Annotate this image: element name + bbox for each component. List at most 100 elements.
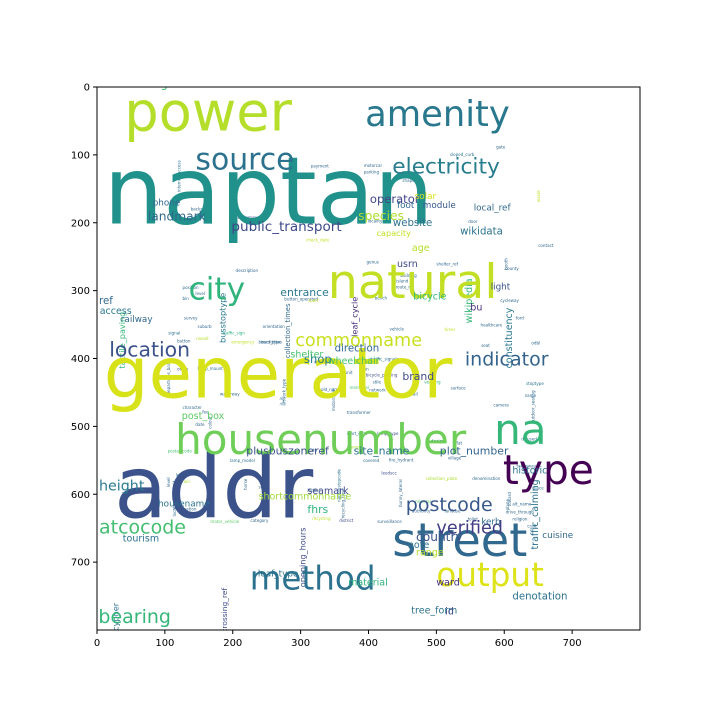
- word-na: na: [494, 405, 546, 454]
- word-small-office: office: [177, 367, 189, 372]
- word-post-box: post_box: [182, 411, 225, 422]
- word-small-drive-through: drive_through: [506, 510, 535, 515]
- word-small-shelter-ref: shelter_ref: [436, 261, 458, 266]
- word-small-leisure: leisure: [176, 472, 190, 477]
- word-small-island: island: [396, 278, 408, 283]
- word-location: location: [109, 338, 190, 362]
- word-small-orientation: orientation: [263, 324, 286, 329]
- word-public-transport: public_transport: [231, 219, 341, 235]
- word-usrn: usrn: [397, 259, 418, 270]
- word-small-old-name: old_name: [321, 387, 341, 392]
- word-power: power: [124, 80, 292, 143]
- word-amenity: amenity: [365, 94, 510, 135]
- word-small-vertical-is-in: is_in: [279, 396, 284, 405]
- word-small-traffic-sign: traffic_sign: [223, 331, 246, 336]
- word-vertical-opening-hours: opening_hours: [298, 528, 308, 588]
- word-small-vertical-outdoor-seating: outdoor_seating: [531, 390, 536, 423]
- word-age: age: [412, 243, 430, 254]
- word-small-locality: locality: [368, 219, 383, 224]
- word-capacity: capacity: [377, 228, 411, 238]
- word-small-fee: fee: [202, 409, 209, 414]
- y-tick-label: 100: [71, 150, 90, 161]
- word-small-en: en: [364, 367, 369, 372]
- word-small-camera: camera: [493, 403, 509, 408]
- word-small-route-ref: route_ref: [396, 284, 415, 289]
- word-light: light: [491, 282, 511, 292]
- word-commonname: commonname: [295, 331, 422, 351]
- word-small-shape: shape: [402, 178, 415, 183]
- word-small-vertical-local-authority-id: local_authority_id: [172, 480, 177, 516]
- word-kerb: kerb: [481, 517, 501, 527]
- word-bu: bu: [470, 303, 482, 314]
- word-vertical-leaf-cycle: leaf_cycle: [349, 297, 359, 337]
- y-tick-label: 200: [71, 218, 90, 229]
- word-small-place: place: [533, 485, 544, 490]
- y-tick-label: 500: [71, 422, 90, 433]
- word-small-county: county: [505, 266, 519, 271]
- word-small-board-type: board_type: [259, 339, 282, 344]
- word-cuisine: cuisine: [542, 531, 573, 541]
- word-historic: historic: [512, 466, 547, 477]
- word-small-door: door: [468, 219, 478, 224]
- word-plusbuszoneref: plusbuszoneref: [246, 445, 330, 458]
- word-small-lamp-model: lamp_model: [230, 458, 255, 463]
- word-small-authority: authority: [412, 508, 431, 513]
- word-small-suburb: suburb: [198, 324, 213, 329]
- word-module: module: [423, 201, 456, 211]
- word-seamark: seamark: [307, 486, 349, 497]
- word-small-payment: payment: [311, 164, 330, 169]
- x-tick-label: 600: [495, 638, 514, 649]
- word-vertical-royal-cypher: royal_cypher: [110, 602, 120, 655]
- word-small-lamp-mount: lamp_mount: [198, 366, 224, 371]
- word-small-train: train: [181, 479, 191, 484]
- word-vertical-collection-times: collection_times: [284, 303, 292, 358]
- word-site-name: site_name: [354, 445, 410, 458]
- word-vertical-crossing-ref: crossing_ref: [220, 588, 229, 633]
- word-small-transformer: transformer: [347, 410, 371, 415]
- word-type: type: [503, 446, 594, 494]
- word-ward: ward: [436, 578, 459, 589]
- word-small-vertical-recycling-type: recycling_type: [341, 488, 346, 518]
- word-small-unit: unit: [345, 370, 353, 375]
- word-small-vertical-horse: horse: [243, 478, 248, 490]
- word-small-seat: seat: [481, 343, 490, 348]
- word-addr: addr: [114, 438, 314, 539]
- word-small-surveillance: surveillance: [377, 519, 402, 524]
- word-small-level: level: [195, 291, 205, 296]
- word-vertical-traffic-calming: traffic_calming: [530, 479, 541, 549]
- word-small-vertical-plane: plane: [505, 499, 510, 511]
- word-small-sport: sport: [308, 298, 319, 303]
- word-small-signal: signal: [168, 331, 180, 336]
- word-atcocode: atcocode: [99, 517, 186, 539]
- word-fhrs: fhrs: [307, 503, 328, 516]
- word-note: note: [408, 540, 430, 551]
- word-small-date: date: [195, 422, 205, 427]
- word-small-backrest: backrest: [191, 206, 209, 211]
- word-small-waterway: waterway: [220, 392, 240, 397]
- word-small-building: building: [400, 273, 417, 278]
- x-tick-label: 100: [155, 638, 174, 649]
- x-tick-label: 200: [223, 638, 242, 649]
- y-tick-label: 300: [71, 286, 90, 297]
- word-small-category: category: [250, 518, 269, 523]
- x-tick-label: 400: [359, 638, 378, 649]
- word-small-motor-vehicle: motor_vehicle: [210, 519, 239, 524]
- word-small-mineral: mineral: [415, 499, 430, 504]
- word-small-network: network: [369, 388, 386, 393]
- word-ref: ref: [99, 296, 113, 307]
- word-small-gate: gate: [496, 145, 506, 150]
- word-small-traffic-signals: traffic_signals: [371, 356, 399, 361]
- word-vertical-busstoptype: busstoptype: [218, 293, 228, 343]
- word-denotation: denotation: [512, 592, 567, 603]
- word-small-indoor: indoor: [307, 488, 320, 493]
- word-bicycle: bicycle: [413, 292, 446, 303]
- word-small-description: description: [236, 268, 259, 273]
- word-small-village: village: [448, 455, 462, 460]
- word-small-landuse: landuse: [445, 508, 461, 513]
- y-tick-label: 600: [71, 490, 90, 501]
- word-small-vertical-colour: colour: [208, 416, 213, 429]
- word-brand: brand: [402, 370, 434, 383]
- word-small-emergency: emergency: [231, 339, 254, 344]
- word-range: range: [416, 548, 444, 559]
- word-small-stile: stile: [373, 379, 382, 384]
